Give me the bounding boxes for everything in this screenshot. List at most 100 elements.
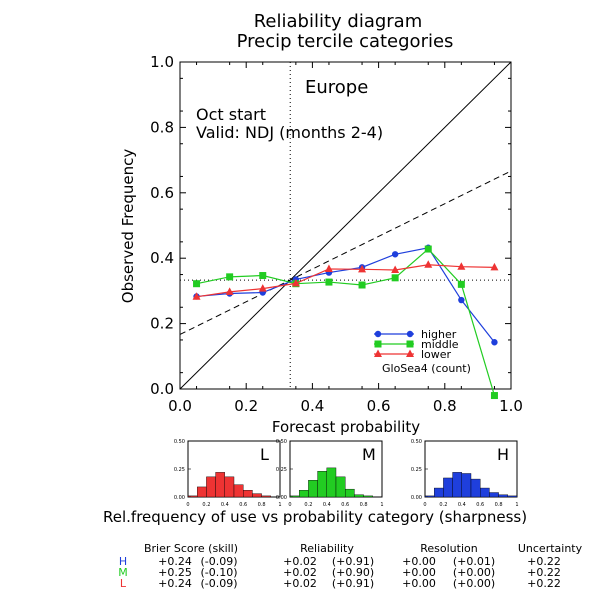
score-reliability-skill: (+0.90): [332, 566, 374, 579]
sharpness-x-tick-label: 0.4: [221, 502, 229, 508]
y-tick-label: 0.2: [150, 315, 174, 333]
sharpness-bar: [308, 480, 318, 498]
x-tick-label: 1.0: [499, 397, 523, 415]
x-tick-label: 0.2: [234, 397, 258, 415]
x-tick-label: 0.6: [367, 397, 391, 415]
legend-label-lower: lower: [421, 348, 452, 361]
sharpness-panel-H: H 0.00 0.25 0.50 0 0.2 0.4 0.6 0.8 1: [411, 439, 519, 508]
point-middle: [259, 272, 267, 280]
score-brier-skill: (-0.09): [200, 577, 237, 590]
legend-marker-middle: [374, 340, 382, 348]
sharpness-y-tick-label: 0.00: [411, 495, 422, 501]
no-skill-line: [179, 170, 512, 335]
sharpness-panel-label: M: [362, 445, 376, 464]
legend-marker-lower: [374, 349, 382, 357]
perfect-reliability-line: [179, 61, 512, 390]
sharpness-bar: [233, 484, 244, 498]
sharpness-panel-M: M 0.00 0.25 0.50 0 0.2 0.4 0.6 0.8 1: [276, 439, 384, 508]
score-uncertainty: +0.22: [527, 566, 561, 579]
legend-note: GloSea4 (count): [382, 362, 471, 375]
score-header: Resolution: [420, 542, 478, 555]
sharpness-bar: [461, 473, 472, 498]
legend-label-higher: higher: [421, 328, 457, 341]
sharpness-x-tick-label: 1: [380, 502, 383, 508]
score-reliability-skill: (+0.91): [332, 577, 374, 590]
sharpness-bar: [242, 490, 253, 498]
legend-marker-middle: [406, 340, 414, 348]
point-lower: [225, 287, 234, 295]
sharpness-bar: [326, 467, 337, 498]
point-middle: [424, 245, 432, 253]
sharpness-caption: Rel.frequency of use vs probability cate…: [103, 508, 527, 526]
sharpness-bar: [206, 476, 216, 498]
legend-marker-higher: [374, 330, 382, 338]
sharpness-bar: [434, 487, 444, 498]
point-middle: [391, 274, 399, 282]
score-reliability: +0.02: [283, 577, 317, 590]
score-brier-skill: (-0.10): [200, 566, 237, 579]
score-reliability: +0.02: [283, 566, 317, 579]
point-lower: [358, 264, 367, 273]
score-header: Reliability: [300, 542, 354, 555]
sharpness-y-tick-label: 0.50: [174, 439, 185, 445]
y-tick-label: 0.6: [150, 184, 174, 202]
legend-label-middle: middle: [421, 338, 459, 351]
score-uncertainty: +0.22: [527, 577, 561, 590]
sharpness-y-tick-label: 0.25: [174, 467, 185, 473]
sharpness-x-tick-label: 0.2: [304, 502, 312, 508]
axis-ticks: 0.0 0.2 0.4 0.6 0.8 1.0 0.0 0.2 0.4 0.6 0.8 1.0: [150, 53, 523, 415]
sharpness-panel-label: H: [497, 445, 509, 464]
score-brier: +0.24: [158, 555, 192, 568]
sharpness-y-tick-label: 0.25: [276, 467, 287, 473]
point-lower: [391, 265, 400, 273]
sharpness-x-tick-label: 0.6: [239, 502, 247, 508]
start-label: Oct start: [196, 105, 266, 124]
point-lower: [424, 260, 433, 268]
chart-title: Reliability diagram: [254, 11, 423, 32]
score-brier: +0.25: [158, 566, 192, 579]
score-brier: +0.24: [158, 577, 192, 590]
score-row-label: H: [119, 555, 127, 568]
sharpness-bar: [480, 487, 490, 498]
x-axis-title: Forecast probability: [272, 418, 420, 436]
sharpness-x-tick-label: 0.8: [495, 502, 503, 508]
score-reliability: +0.02: [283, 555, 317, 568]
sharpness-x-tick-label: 0.4: [323, 502, 331, 508]
sharpness-bar: [354, 494, 364, 498]
y-tick-label: 0.4: [150, 249, 174, 267]
sharpness-bar: [470, 478, 481, 498]
series-line-lower: [196, 264, 495, 298]
point-lower: [192, 292, 201, 300]
sharpness-bar: [335, 476, 346, 498]
series-layer: [192, 244, 499, 400]
y-tick-label: 0.0: [150, 380, 174, 398]
sharpness-y-tick-label: 0.50: [411, 439, 422, 445]
point-middle: [358, 281, 366, 289]
sharpness-bar: [317, 471, 328, 498]
sharpness-y-tick-label: 0.50: [276, 439, 287, 445]
sharpness-bar: [443, 477, 453, 498]
series-line-higher: [196, 247, 495, 343]
sharpness-bar: [215, 472, 226, 498]
plot-frame: [179, 61, 512, 390]
score-resolution-skill: (+0.00): [453, 577, 495, 590]
sharpness-bar: [261, 495, 272, 498]
sharpness-bar: [507, 495, 518, 498]
sharpness-x-tick-label: 0: [423, 502, 426, 508]
sharpness-bar: [252, 493, 262, 498]
x-tick-label: 0.0: [168, 397, 192, 415]
sharpness-panel-label: L: [260, 445, 269, 464]
point-lower: [258, 284, 267, 292]
sharpness-x-tick-label: 0.2: [439, 502, 447, 508]
sharpness-bar: [299, 490, 309, 498]
point-lower: [457, 262, 466, 270]
sharpness-y-tick-label: 0.00: [174, 495, 185, 501]
score-resolution-skill: (+0.01): [453, 555, 495, 568]
y-axis-title: Observed Frequency: [119, 149, 137, 304]
sharpness-y-tick-label: 0.25: [411, 467, 422, 473]
sharpness-bar: [345, 488, 355, 498]
point-lower: [490, 262, 499, 271]
point-lower: [291, 278, 300, 287]
